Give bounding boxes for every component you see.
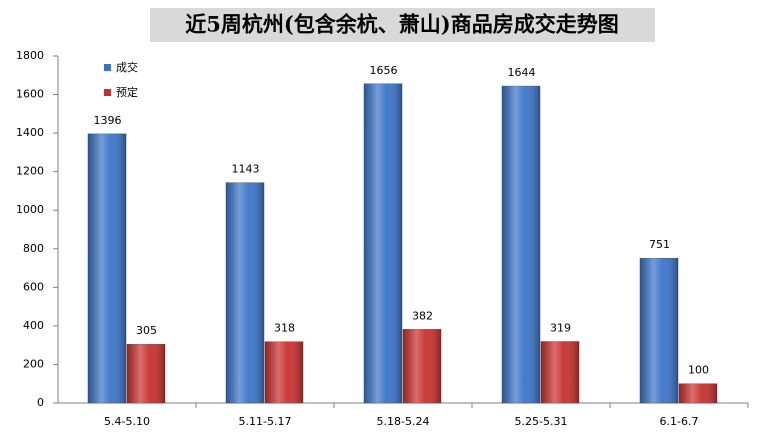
y-tick-label: 600	[23, 280, 44, 293]
bar-shine	[88, 133, 126, 404]
data-label: 1656	[370, 64, 398, 77]
bar-shine	[502, 86, 540, 403]
y-tick-label: 800	[23, 242, 44, 255]
bar-shine	[127, 344, 165, 403]
data-label: 1644	[508, 66, 536, 79]
data-label: 751	[649, 238, 670, 251]
data-label: 382	[412, 309, 433, 322]
y-tick-label: 0	[37, 396, 44, 409]
data-label: 1143	[232, 163, 260, 176]
data-label: 100	[688, 364, 709, 377]
data-label: 1396	[94, 114, 122, 127]
y-tick-label: 1000	[16, 203, 44, 216]
chart-title: 近5周杭州(包含余杭、萧山)商品房成交走势图	[185, 12, 618, 37]
x-tick-label: 5.18-5.24	[377, 415, 430, 428]
data-label: 305	[136, 324, 157, 337]
y-tick-label: 400	[23, 319, 44, 332]
title-box	[150, 8, 655, 42]
x-tick-label: 5.25-5.31	[515, 415, 568, 428]
y-tick-label: 1800	[16, 49, 44, 62]
y-tick-label: 1400	[16, 126, 44, 139]
bar-shine	[265, 341, 303, 403]
y-tick-label: 200	[23, 357, 44, 370]
bar-shine	[679, 383, 717, 403]
y-tick-label: 1200	[16, 165, 44, 178]
data-label: 318	[274, 322, 295, 335]
legend-label: 成交	[116, 60, 138, 74]
bar-shine	[541, 341, 579, 403]
y-tick-label: 1600	[16, 88, 44, 101]
bar-shine	[364, 83, 402, 403]
x-tick-label: 6.1-6.7	[660, 415, 699, 428]
bar-shine	[403, 329, 441, 403]
bar-shine	[640, 258, 678, 403]
x-tick-label: 5.11-5.17	[239, 415, 292, 428]
legend-swatch	[104, 89, 111, 96]
legend-label: 预定	[116, 85, 138, 99]
data-label: 319	[550, 322, 571, 335]
bar-shine	[226, 182, 264, 403]
legend-swatch	[104, 64, 111, 71]
x-tick-label: 5.4-5.10	[104, 415, 150, 428]
